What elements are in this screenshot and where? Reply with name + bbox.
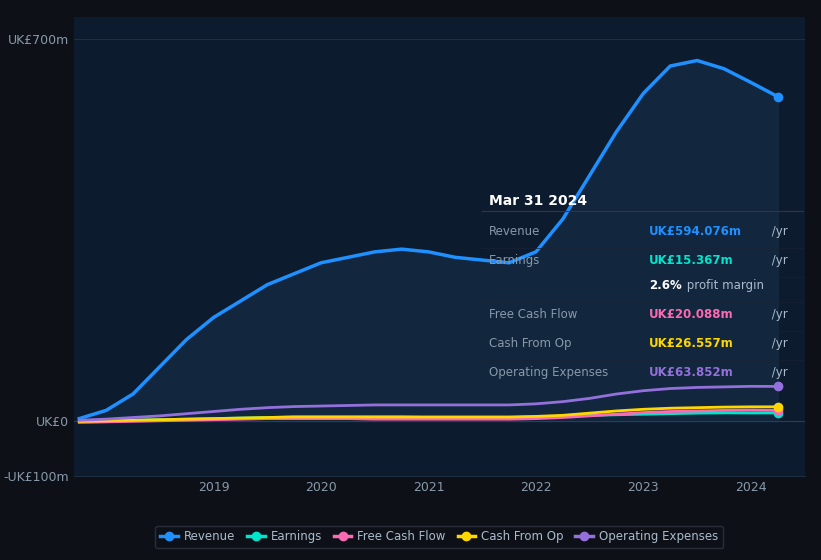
Text: /yr: /yr [768,366,788,379]
Text: UK£26.557m: UK£26.557m [649,337,734,350]
Text: /yr: /yr [768,254,788,267]
Text: Earnings: Earnings [489,254,540,267]
Text: /yr: /yr [768,337,788,350]
Text: UK£63.852m: UK£63.852m [649,366,734,379]
Text: UK£594.076m: UK£594.076m [649,225,742,238]
Text: /yr: /yr [768,225,788,238]
Text: Free Cash Flow: Free Cash Flow [489,308,577,321]
Text: /yr: /yr [768,308,788,321]
Text: UK£15.367m: UK£15.367m [649,254,734,267]
Text: Mar 31 2024: Mar 31 2024 [489,194,587,208]
Text: Operating Expenses: Operating Expenses [489,366,608,379]
Text: UK£20.088m: UK£20.088m [649,308,734,321]
Text: Cash From Op: Cash From Op [489,337,571,350]
Text: 2.6%: 2.6% [649,279,682,292]
Legend: Revenue, Earnings, Free Cash Flow, Cash From Op, Operating Expenses: Revenue, Earnings, Free Cash Flow, Cash … [155,526,723,548]
Text: profit margin: profit margin [683,279,764,292]
Text: Revenue: Revenue [489,225,540,238]
